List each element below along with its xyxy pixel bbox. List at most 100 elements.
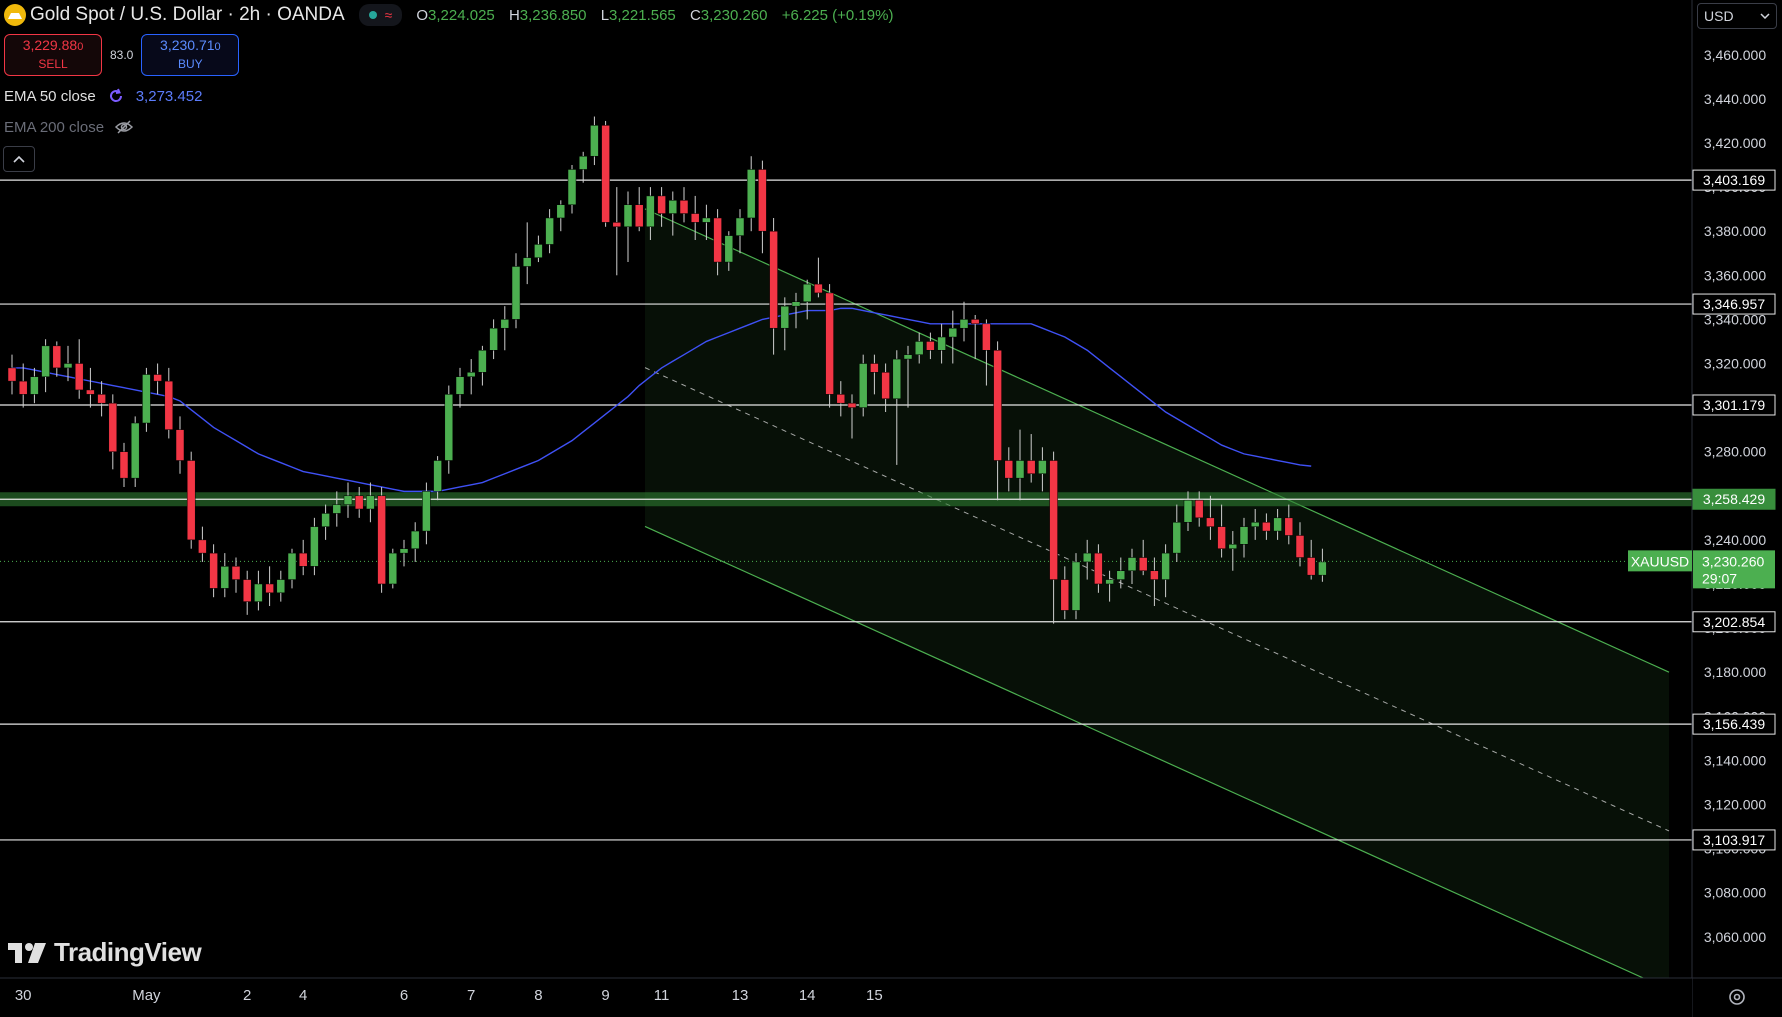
x-tick-label: 4 (299, 987, 307, 1004)
candle (410, 522, 420, 562)
candle-body (1239, 526, 1249, 545)
candle (623, 191, 633, 263)
x-tick-label: 2 (243, 987, 251, 1004)
candle-body (534, 244, 543, 258)
symbol-tag (1628, 550, 1692, 572)
candle (937, 323, 946, 364)
candle-body (1295, 535, 1305, 558)
eye-off-icon[interactable] (114, 117, 134, 137)
trade-panel: 3,229.880 SELL 83.0 3,230.710 BUY (4, 34, 240, 76)
indicator-ema50-name: EMA 50 close (4, 87, 96, 105)
candle-body (209, 552, 218, 589)
candle (702, 204, 711, 241)
symbol-title[interactable]: Gold Spot / U.S. Dollar · 2h · OANDA (30, 4, 345, 25)
y-tick-label: 3,280.000 (1704, 444, 1766, 460)
buy-button[interactable]: 3,230.710 BUY (141, 34, 240, 76)
candle-body (1161, 552, 1170, 580)
gold-coin-icon[interactable] (4, 4, 26, 26)
candle (1094, 544, 1103, 593)
market-status-pill[interactable]: ≈ (358, 4, 403, 26)
candle-body (164, 380, 174, 430)
y-tick-label: 3,140.000 (1704, 752, 1766, 768)
close-value: 3,230.260 (700, 6, 768, 24)
candle (567, 165, 577, 214)
candle (847, 394, 857, 439)
candle (534, 235, 543, 263)
candle (836, 381, 846, 417)
candle (18, 363, 28, 408)
candle-body (1038, 460, 1047, 474)
refresh-icon[interactable] (106, 86, 126, 106)
candle-body (713, 217, 722, 263)
candle-body (970, 319, 980, 325)
candle (444, 385, 454, 474)
candle (657, 187, 666, 227)
candle-body (1094, 552, 1103, 585)
candle (1116, 557, 1126, 589)
channel-median-line (644, 367, 1670, 832)
candle-body (1015, 460, 1025, 479)
candle-body (343, 495, 353, 505)
candle-body (1262, 521, 1271, 532)
candle (578, 151, 588, 183)
candle-body (86, 389, 95, 395)
candle-body (377, 495, 386, 585)
candle-body (590, 125, 599, 157)
channel-lower-line (644, 525, 1670, 991)
candle-body (1138, 557, 1148, 571)
tradingview-logo[interactable]: TradingView (8, 937, 202, 968)
y-tick-label: 3,380.000 (1704, 223, 1766, 239)
candle (119, 442, 129, 487)
low-label: L (600, 6, 610, 24)
candle (1060, 566, 1070, 620)
candle-body (1306, 557, 1316, 576)
collapse-legend-button[interactable] (3, 146, 35, 172)
candle-body (769, 230, 778, 329)
candle (1284, 504, 1294, 545)
candle-body (388, 552, 398, 585)
candle-body (455, 376, 465, 395)
gear-icon[interactable] (1725, 985, 1749, 1009)
candle (522, 222, 532, 285)
candle (276, 570, 286, 602)
spread-value: 83.0 (110, 48, 134, 62)
y-tick-label: 3,080.000 (1704, 885, 1766, 901)
countdown-label: 29:07 (1702, 570, 1737, 586)
candle-body (265, 583, 274, 594)
candle (220, 553, 230, 598)
candle-body (814, 283, 823, 294)
sell-price: 3,229.88 (22, 37, 78, 53)
sell-button[interactable]: 3,229.880 SELL (4, 34, 102, 76)
indicator-ema50[interactable]: EMA 50 close 3,273.452 (4, 86, 202, 106)
candle-body (802, 283, 812, 302)
candle (343, 482, 353, 518)
candle-body (522, 257, 532, 267)
ema-50-layer (12, 307, 1312, 493)
x-tick-label: 13 (732, 987, 749, 1004)
candle-body (1127, 557, 1137, 571)
candle-body (1194, 499, 1204, 519)
candle-body (858, 363, 868, 408)
candle-body (1004, 460, 1014, 479)
candle-body (276, 579, 286, 594)
x-tick-label: 8 (534, 987, 542, 1004)
candle (1026, 434, 1036, 483)
candle-body (679, 200, 689, 214)
candle (713, 209, 722, 276)
candle-body (422, 491, 431, 532)
candle-body (758, 169, 767, 232)
level-label: 3,258.429 (1703, 491, 1765, 507)
candle (1250, 509, 1260, 540)
candle-body (657, 195, 666, 214)
level-label: 3,346.957 (1703, 296, 1765, 312)
candle-body (366, 495, 375, 510)
indicator-ema200[interactable]: EMA 200 close (4, 117, 134, 137)
candle-body (254, 583, 263, 602)
currency-select[interactable]: USD (1697, 3, 1777, 29)
candle (30, 367, 39, 404)
candle-body (735, 217, 745, 236)
candle (1206, 495, 1215, 540)
x-tick-label: 15 (866, 987, 883, 1004)
